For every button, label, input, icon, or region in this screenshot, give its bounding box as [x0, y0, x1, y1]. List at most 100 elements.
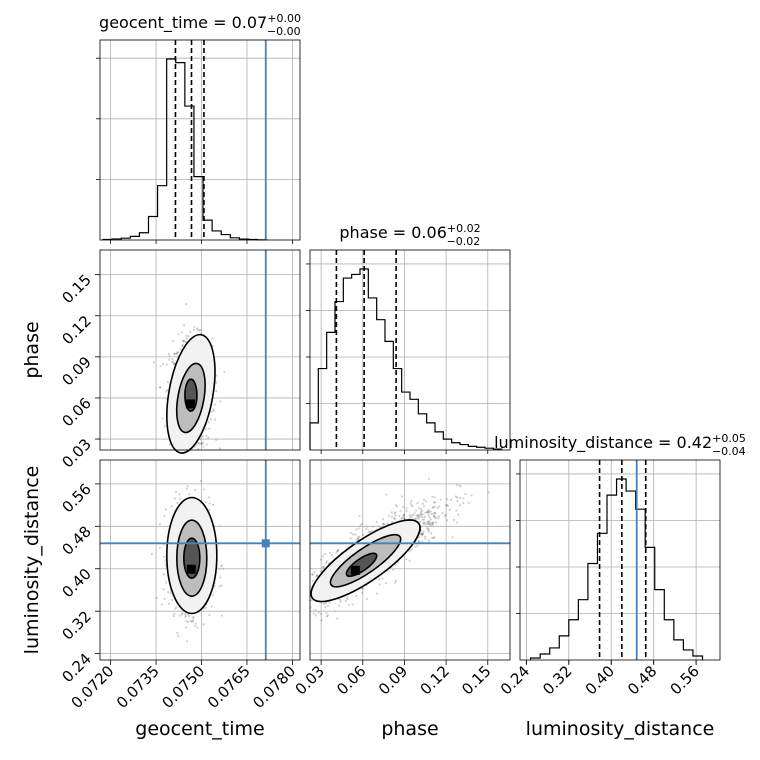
sample-point [427, 539, 430, 542]
sample-point [417, 540, 420, 543]
sample-point [182, 340, 185, 343]
sample-point [393, 518, 396, 521]
sample-point [325, 561, 328, 565]
sample-point [385, 493, 388, 496]
sample-point [160, 603, 163, 606]
sample-point [423, 515, 427, 518]
sample-point [399, 510, 402, 513]
sample-point [165, 363, 168, 366]
sample-point [169, 592, 172, 595]
sample-point [458, 484, 461, 487]
sample-point [378, 578, 381, 581]
sample-point [357, 538, 360, 541]
sample-point [212, 409, 215, 412]
sample-point [394, 579, 398, 583]
sample-point [433, 514, 436, 518]
sample-point [430, 532, 433, 535]
sample-point [365, 527, 368, 530]
sample-point [487, 491, 490, 494]
sample-point [210, 410, 213, 413]
sample-point [212, 408, 215, 411]
sample-point [419, 511, 422, 514]
sample-point [172, 614, 175, 618]
sample-point [213, 403, 216, 406]
sample-point [394, 511, 397, 514]
sample-point [421, 502, 424, 505]
sample-point [337, 604, 340, 607]
sample-point [455, 483, 458, 486]
sample-point [188, 493, 191, 496]
sample-point [325, 612, 328, 615]
sample-point [163, 597, 166, 600]
sample-point [418, 540, 421, 543]
x-tick-label: 0.0765 [204, 662, 254, 712]
sample-point [356, 537, 359, 540]
sample-point [423, 535, 427, 538]
sample-point [416, 501, 419, 505]
sample-point [421, 518, 424, 522]
sample-point [357, 527, 360, 530]
sample-point [330, 553, 334, 557]
sample-point [405, 558, 408, 561]
sample-point [202, 445, 205, 448]
sample-point [417, 515, 420, 518]
sample-point [454, 495, 457, 498]
sample-point [185, 626, 188, 629]
x-tick-label: 0.32 [539, 662, 575, 698]
sample-point [355, 528, 358, 531]
sample-point [420, 532, 423, 535]
sample-point [436, 506, 439, 509]
sample-point [187, 613, 190, 616]
title-sub: −0.04 [712, 445, 746, 458]
truth-marker [261, 539, 270, 548]
sample-point [431, 536, 434, 540]
sample-point [455, 521, 459, 524]
x-axis-label-geocent-time: geocent_time [135, 718, 264, 740]
sample-point [219, 565, 223, 568]
sample-point [181, 343, 184, 347]
title-sup: +0.00 [267, 12, 301, 25]
sample-point [426, 511, 429, 514]
sample-point [172, 340, 175, 343]
sample-point [324, 602, 327, 605]
sample-point [426, 511, 429, 514]
sample-point [397, 561, 400, 564]
sample-point [311, 573, 314, 576]
sample-point [361, 587, 364, 590]
sample-point [189, 330, 192, 333]
sample-point [175, 352, 178, 356]
sample-point [312, 612, 315, 615]
sample-point [192, 328, 195, 331]
sample-point [453, 518, 456, 522]
sample-point [446, 498, 449, 501]
sample-point [370, 529, 373, 533]
sample-point [187, 335, 190, 338]
sample-point [177, 351, 180, 354]
sample-point [193, 325, 196, 328]
sample-point [336, 617, 339, 620]
sample-point [336, 549, 339, 552]
x-tick-label: 0.56 [667, 662, 703, 698]
sample-point [428, 511, 431, 514]
sample-point [420, 512, 423, 515]
sample-point [164, 508, 167, 511]
sample-point [390, 515, 394, 519]
sample-point [414, 509, 418, 512]
sample-point [462, 501, 465, 505]
sample-point [200, 442, 203, 445]
sample-point [198, 329, 201, 332]
sample-point [398, 514, 401, 518]
density-peak [185, 399, 195, 409]
sample-point [204, 501, 207, 504]
title-main: geocent_time = 0.07 [99, 13, 267, 33]
sample-point [196, 626, 199, 629]
sample-point [402, 515, 405, 518]
sample-point [429, 523, 432, 527]
sample-point [427, 514, 430, 517]
sample-point [409, 502, 412, 505]
sample-point [439, 498, 442, 501]
sample-point [184, 341, 187, 344]
sample-point [196, 328, 199, 331]
sample-point [170, 505, 173, 508]
sample-point [177, 333, 180, 336]
